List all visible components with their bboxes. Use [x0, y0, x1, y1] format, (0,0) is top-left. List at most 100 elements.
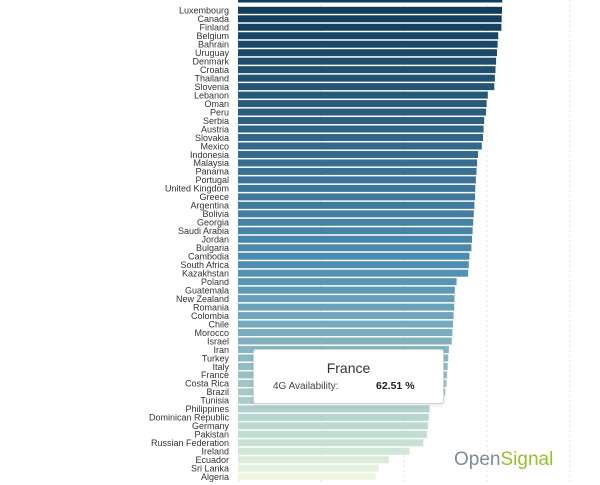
bar-malaysia[interactable]	[238, 159, 478, 167]
category-label: United Kingdom	[165, 184, 229, 194]
bar-peru[interactable]	[238, 108, 486, 116]
bar-philippines[interactable]	[238, 405, 430, 413]
bar-slovakia[interactable]	[238, 134, 483, 141]
bar-south-africa[interactable]	[238, 261, 469, 269]
category-label: Slovenia	[194, 82, 229, 92]
bar-germany[interactable]	[238, 422, 429, 430]
bar-bahrain[interactable]	[238, 40, 498, 48]
tooltip-title: France	[326, 360, 371, 376]
category-label: Greece	[199, 192, 229, 202]
bar-romania[interactable]	[238, 303, 455, 311]
bar-chile[interactable]	[238, 320, 453, 328]
bar-mexico[interactable]	[238, 142, 482, 150]
category-label: Turkey	[202, 353, 230, 363]
category-label: Argentina	[190, 201, 229, 211]
category-label: Russian Federation	[151, 438, 229, 448]
bar-sri-lanka[interactable]	[238, 464, 379, 472]
category-label: Luxembourg	[179, 6, 229, 16]
category-label: Jordan	[201, 235, 229, 245]
category-label: Costa Rica	[185, 379, 229, 389]
bar-austria[interactable]	[238, 125, 484, 133]
bar-israel[interactable]	[238, 337, 452, 345]
category-label: Germany	[192, 421, 230, 431]
bar-serbia[interactable]	[238, 117, 485, 125]
bar-ecuador[interactable]	[238, 456, 389, 464]
category-label: Belgium	[196, 31, 229, 41]
logo-text-signal: Signal	[500, 449, 554, 470]
bar-pakistan[interactable]	[238, 430, 427, 438]
bar-greece[interactable]	[238, 193, 475, 201]
bar-russian-federation[interactable]	[238, 439, 424, 447]
category-label: Colombia	[191, 311, 229, 321]
bar-colombia[interactable]	[238, 312, 454, 320]
category-label: Guatemala	[185, 285, 229, 295]
category-label: Bulgaria	[196, 243, 229, 253]
category-label: Lebanon	[194, 90, 229, 100]
category-label: Portugal	[195, 175, 229, 185]
bar-kazakhstan[interactable]	[238, 269, 469, 277]
category-label: Sri Lanka	[191, 464, 229, 474]
category-label: Tunisia	[200, 396, 229, 406]
bar-slovenia[interactable]	[238, 83, 495, 91]
category-label: Bahrain	[198, 40, 229, 50]
category-label: Croatia	[200, 65, 229, 75]
category-label: Philippines	[185, 404, 229, 414]
bar-morocco[interactable]	[238, 329, 453, 337]
bar-new-zealand[interactable]	[238, 295, 455, 303]
category-label: Serbia	[203, 116, 229, 126]
category-label: Malaysia	[193, 158, 229, 168]
category-label: France	[201, 370, 229, 380]
bar-poland[interactable]	[238, 278, 457, 286]
category-label: Uruguay	[195, 48, 230, 58]
bar-portugal[interactable]	[238, 176, 476, 184]
category-label: Slovakia	[195, 133, 229, 143]
bar-croatia[interactable]	[238, 66, 496, 74]
category-label: Peru	[210, 107, 229, 117]
bar-thailand[interactable]	[238, 74, 495, 82]
category-label: New Zealand	[176, 294, 229, 304]
category-label: Pakistan	[194, 430, 229, 440]
category-label: Canada	[197, 14, 229, 24]
category-label: Finland	[199, 23, 229, 33]
bar-cambodia[interactable]	[238, 252, 470, 260]
tooltip-metric-value: 62.51 %	[376, 380, 415, 392]
bar-lebanon[interactable]	[238, 91, 488, 99]
bar-united-kingdom[interactable]	[238, 184, 476, 192]
bar-luxembourg[interactable]	[238, 6, 502, 14]
bar-finland[interactable]	[238, 23, 502, 31]
bar-saudi-arabia[interactable]	[238, 227, 473, 235]
bar-canada[interactable]	[238, 15, 502, 23]
category-label: Morocco	[194, 328, 229, 338]
category-label: Thailand	[194, 73, 229, 83]
category-label: Poland	[201, 277, 229, 287]
category-label: Kazakhstan	[182, 268, 229, 278]
bar-panama[interactable]	[238, 167, 477, 175]
tooltip: France 4G Availability: 62.51 %	[253, 349, 444, 404]
bar-partial-top[interactable]	[238, 0, 503, 3]
bar-jordan[interactable]	[238, 235, 472, 243]
category-label: South Africa	[180, 260, 229, 270]
category-label: Brazil	[206, 387, 229, 397]
bar-oman[interactable]	[238, 100, 487, 108]
bar-dominican-republic[interactable]	[238, 413, 429, 421]
category-label: Cambodia	[188, 252, 229, 262]
category-label: Iran	[213, 345, 229, 355]
category-label: Denmark	[192, 56, 229, 66]
bar-ireland[interactable]	[238, 447, 410, 455]
bar-indonesia[interactable]	[238, 150, 478, 158]
bar-uruguay[interactable]	[238, 49, 497, 57]
bar-georgia[interactable]	[238, 218, 474, 226]
bar-bulgaria[interactable]	[238, 244, 472, 252]
logo-text-open: Open	[454, 449, 501, 470]
bar-algeria[interactable]	[238, 473, 376, 481]
bar-bolivia[interactable]	[238, 210, 474, 218]
opensignal-logo: OpenSignal	[454, 448, 553, 472]
category-label: Ecuador	[195, 455, 229, 465]
bar-argentina[interactable]	[238, 201, 475, 209]
category-label: Dominican Republic	[149, 413, 230, 423]
bar-belgium[interactable]	[238, 32, 499, 40]
bar-guatemala[interactable]	[238, 286, 455, 294]
bar-denmark[interactable]	[238, 57, 497, 65]
category-label: Italy	[212, 362, 229, 372]
